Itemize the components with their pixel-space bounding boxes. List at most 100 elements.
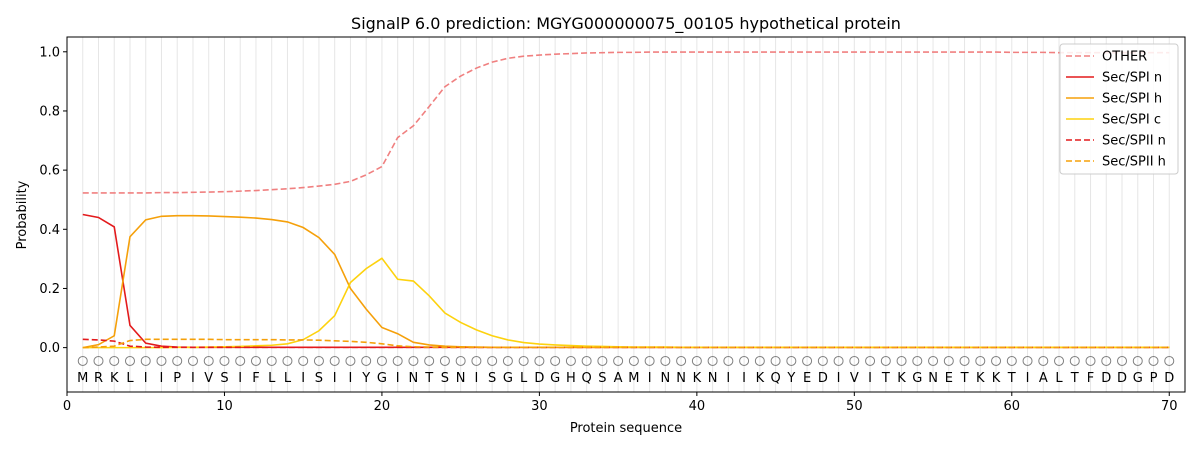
sequence-letter: I: [726, 371, 730, 386]
x-tick-label: 60: [1004, 399, 1021, 414]
sequence-letter: D: [1164, 371, 1174, 386]
residue-marker: [928, 355, 939, 366]
residue-marker: [707, 355, 718, 366]
residue-marker: [518, 355, 529, 366]
sequence-letter: K: [992, 371, 1001, 386]
sequence-letter: N: [676, 371, 686, 386]
residue-marker: [109, 355, 120, 366]
sequence-letter: L: [126, 371, 134, 386]
sequence-letter: L: [268, 371, 276, 386]
x-axis-ticks: 0 10 20 30 40 50 60 70: [63, 392, 1178, 414]
residue-marker: [691, 355, 702, 366]
residue-marker: [455, 355, 466, 366]
sequence-letter: T: [960, 371, 969, 386]
residue-marker: [156, 355, 167, 366]
residue-marker: [1069, 355, 1080, 366]
residue-marker: [581, 355, 592, 366]
sequence-letter: Y: [786, 371, 795, 386]
residue-marker: [628, 355, 639, 366]
y-tick-label: 1.0: [39, 45, 60, 60]
residue-marker: [565, 355, 576, 366]
sequence-letter: G: [503, 371, 513, 386]
sequence-letter: S: [441, 371, 449, 386]
sequence-letter: M: [628, 371, 639, 386]
sequence-letter: Q: [582, 371, 592, 386]
legend-label: OTHER: [1102, 50, 1147, 65]
sequence-letter: V: [850, 371, 859, 386]
sequence-letter: D: [534, 371, 544, 386]
residue-marker: [880, 355, 891, 366]
x-tick-label: 0: [63, 399, 71, 414]
sequence-letter: P: [173, 371, 181, 386]
sequence-letter: K: [110, 371, 119, 386]
series-line: [82, 257, 1170, 349]
sequence-letter: D: [1101, 371, 1111, 386]
sequence-letter: L: [284, 371, 292, 386]
residue-marker: [739, 355, 750, 366]
sequence-letter: I: [742, 371, 746, 386]
sequence-letter: I: [238, 371, 242, 386]
x-tick-label: 20: [374, 399, 391, 414]
sequence-letter: I: [333, 371, 337, 386]
sequence-letter: I: [349, 371, 353, 386]
residue-marker: [770, 355, 781, 366]
x-tick-label: 70: [1161, 399, 1178, 414]
sequence-letter: I: [868, 371, 872, 386]
residue-marker: [833, 355, 844, 366]
series-line: [82, 213, 1170, 349]
vertical-grid: [82, 37, 1170, 392]
residue-marker: [329, 355, 340, 366]
residue-marker: [1101, 355, 1112, 366]
y-tick-label: 0.4: [39, 223, 60, 238]
residue-marker: [959, 355, 970, 366]
y-axis-ticks: 0.0 0.2 0.4 0.6 0.8 1.0: [39, 45, 67, 356]
residue-marker: [140, 355, 151, 366]
residue-marker: [912, 355, 923, 366]
y-tick-label: 0.0: [39, 341, 60, 356]
sequence-letter: K: [897, 371, 906, 386]
sequence-letter: D: [818, 371, 828, 386]
residue-marker: [613, 355, 624, 366]
sequence-letter: E: [945, 371, 953, 386]
sequence-letter: G: [912, 371, 922, 386]
chart-title: SignalP 6.0 prediction: MGYG000000075_00…: [351, 14, 901, 34]
residue-marker: [849, 355, 860, 366]
sequence-letter: G: [1133, 371, 1143, 386]
residue-marker: [1117, 355, 1128, 366]
series-line: [82, 338, 1170, 349]
legend-label: Sec/SPI c: [1102, 113, 1161, 128]
x-tick-label: 50: [846, 399, 863, 414]
residue-marker: [676, 355, 687, 366]
sequence-letter: I: [301, 371, 305, 386]
y-tick-label: 0.8: [39, 104, 60, 119]
residue-marker: [187, 355, 198, 366]
sequence-letter: Y: [361, 371, 370, 386]
sequence-letter: I: [396, 371, 400, 386]
sequence-letter: S: [220, 371, 228, 386]
y-tick-label: 0.2: [39, 282, 60, 297]
sequence-letter: T: [1070, 371, 1079, 386]
sequence-letter: S: [598, 371, 606, 386]
residue-marker: [172, 355, 183, 366]
residue-marker: [93, 355, 104, 366]
residue-marker: [754, 355, 765, 366]
legend-label: Sec/SPII h: [1102, 155, 1166, 170]
x-axis-label: Protein sequence: [570, 421, 682, 436]
residue-marker: [723, 355, 734, 366]
residue-marker: [1038, 355, 1049, 366]
legend-label: Sec/SPII n: [1102, 134, 1166, 149]
residue-marker: [408, 355, 419, 366]
residue-marker: [250, 355, 261, 366]
residue-marker: [1022, 355, 1033, 366]
sequence-letter: G: [377, 371, 387, 386]
sequence-letter: N: [409, 371, 419, 386]
sequence-letter: F: [252, 371, 259, 386]
residue-marker: [896, 355, 907, 366]
x-tick-label: 40: [689, 399, 706, 414]
residue-marker: [975, 355, 986, 366]
legend-label: Sec/SPI n: [1102, 71, 1162, 86]
sequence-letter: K: [976, 371, 985, 386]
residue-marker: [392, 355, 403, 366]
legend-label: Sec/SPI h: [1102, 92, 1162, 107]
